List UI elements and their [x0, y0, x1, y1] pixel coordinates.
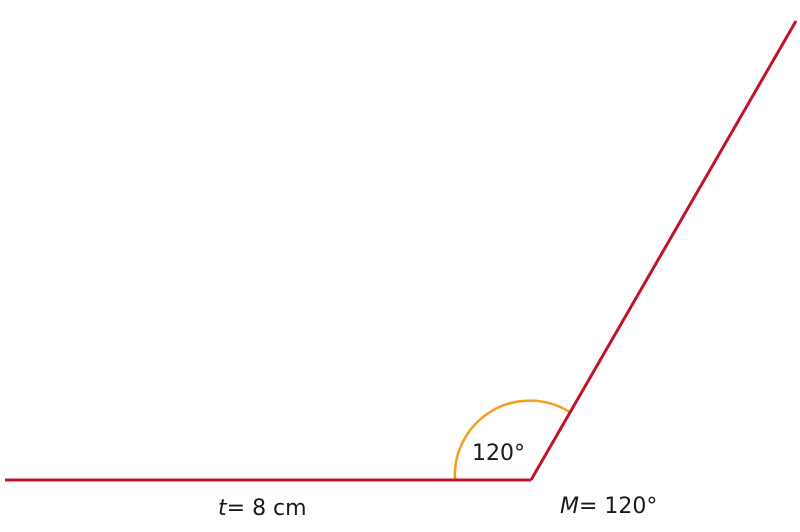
- measure-variable: M: [560, 494, 579, 519]
- base-length-label: t= 8 cm: [218, 498, 307, 520]
- angle-arc: [453, 399, 572, 481]
- slanted-ray: [529, 20, 798, 481]
- base-length-value: = 8 cm: [226, 496, 307, 521]
- angle-value-label: 120°: [472, 441, 525, 466]
- base-variable: t: [218, 496, 227, 521]
- angle-measure-value: = 120°: [578, 494, 658, 519]
- angle-measure-label: M= 120°: [560, 496, 657, 518]
